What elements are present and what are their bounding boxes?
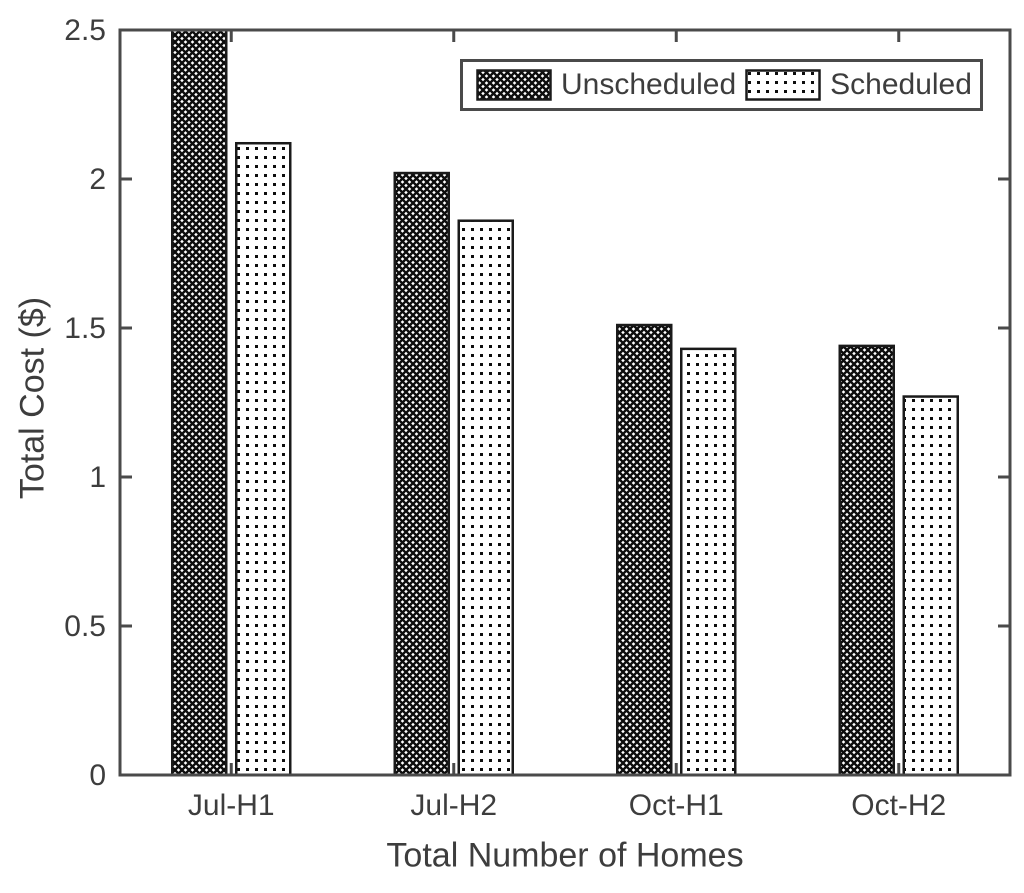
x-tick-label: Oct-H2 — [851, 789, 946, 822]
axis-box — [118, 28, 1012, 777]
y-tick-label: 2 — [89, 163, 106, 196]
bar-scheduled-oct-h2 — [902, 395, 959, 777]
bar-unscheduled-jul-h2 — [393, 171, 450, 777]
legend-swatch-scheduled — [745, 69, 821, 101]
axes-layer — [118, 28, 1012, 777]
legend-label-scheduled: Scheduled — [830, 68, 972, 101]
x-axis-title: Total Number of Homes — [386, 836, 744, 875]
bar-unscheduled-jul-h1 — [171, 28, 228, 777]
bar-unscheduled-oct-h1 — [616, 323, 673, 777]
x-tick-label: Jul-H2 — [410, 789, 497, 822]
x-tick-label: Jul-H1 — [188, 789, 275, 822]
bar-scheduled-jul-h1 — [235, 141, 292, 777]
y-tick-label: 1 — [89, 461, 106, 494]
y-tick-label: 0.5 — [64, 610, 106, 643]
y-axis-title: Total Cost ($) — [13, 296, 52, 500]
y-tick-label: 1.5 — [64, 312, 106, 345]
y-tick-label: 0 — [89, 759, 106, 792]
bar-unscheduled-oct-h2 — [838, 344, 895, 777]
legend-swatch-unscheduled — [476, 69, 552, 101]
tick-labels-layer: 0 0.5 1 1.5 2 2.5 Jul-H1 Jul-H2 Oct-H1 Oct-H2 — [64, 14, 946, 822]
legend-label-unscheduled: Unscheduled — [561, 68, 737, 101]
legend: Unscheduled Scheduled — [460, 59, 983, 111]
x-tick-label: Oct-H1 — [629, 789, 724, 822]
bar-scheduled-jul-h2 — [457, 219, 514, 777]
y-tick-label: 2.5 — [64, 14, 106, 47]
bar-scheduled-oct-h1 — [680, 347, 737, 777]
bars-layer — [171, 28, 959, 777]
